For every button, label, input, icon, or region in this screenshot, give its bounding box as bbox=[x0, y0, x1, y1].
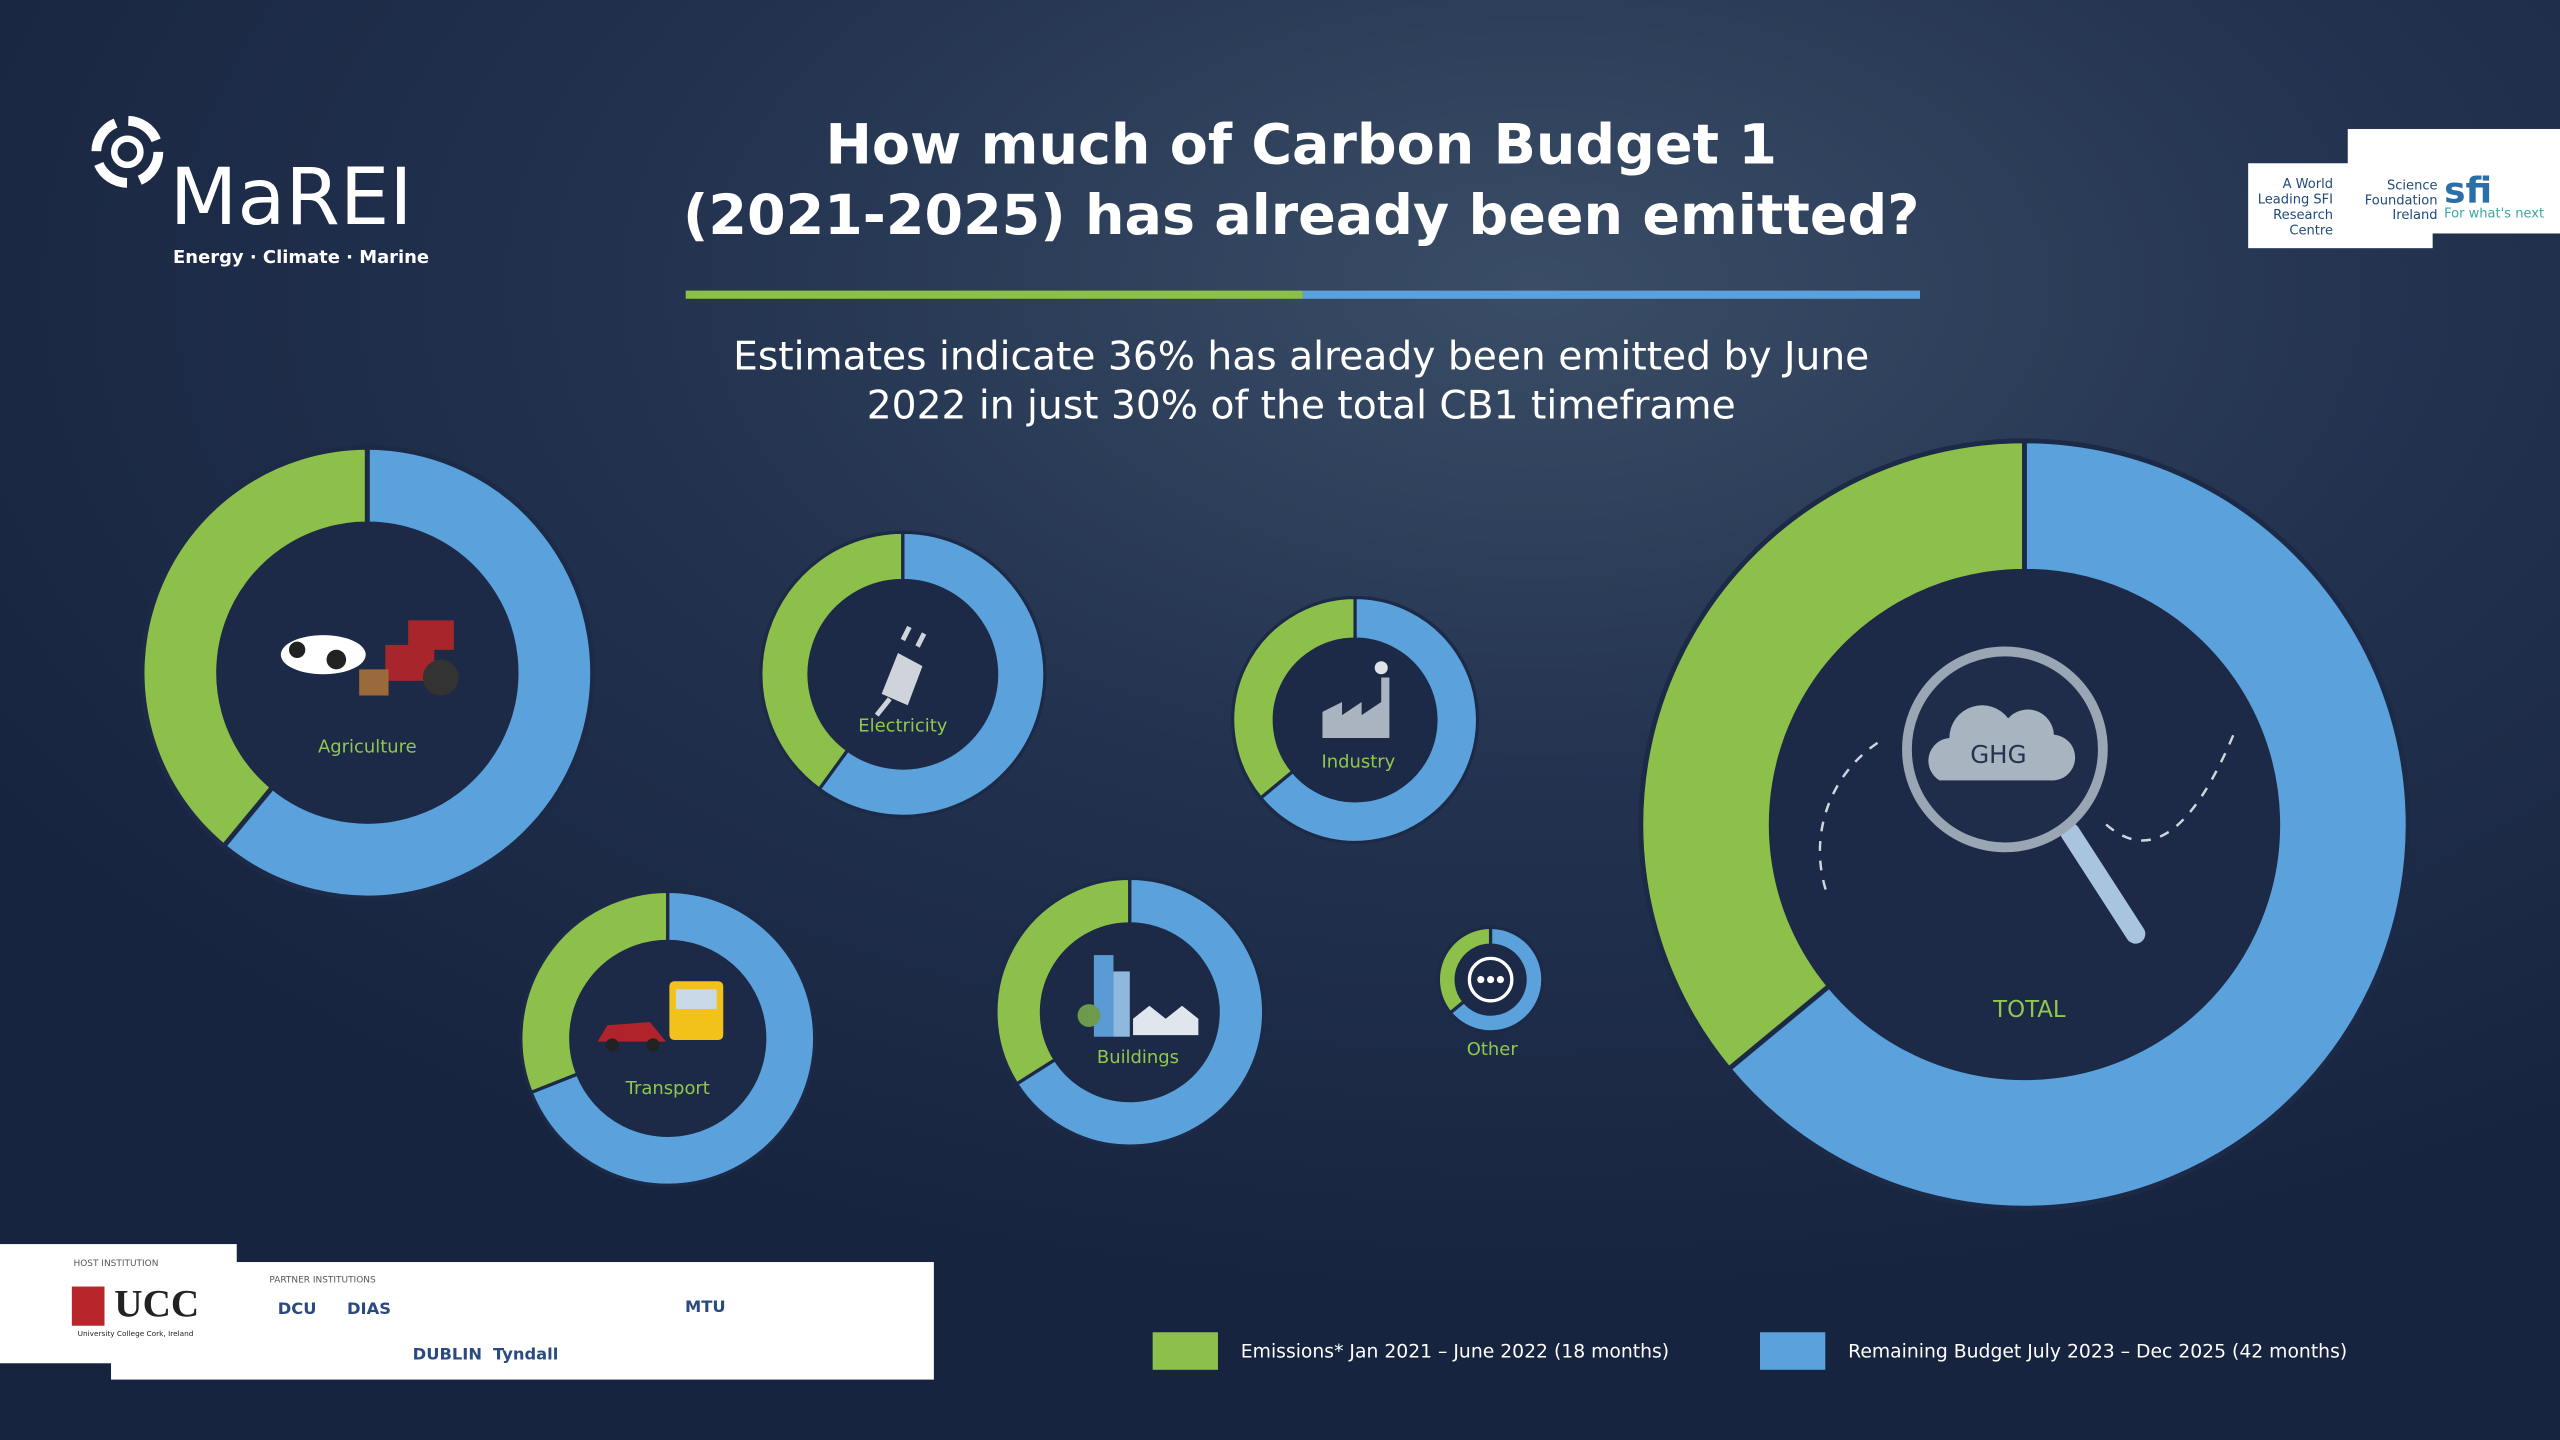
partner-name: Tyndall bbox=[493, 1345, 558, 1364]
sfi-mark: sfi bbox=[2444, 171, 2492, 212]
donut-segment bbox=[1725, 438, 2411, 1211]
partner-name: MTU bbox=[685, 1297, 726, 1316]
sfi-text: Science bbox=[2387, 179, 2438, 194]
donut-segment bbox=[529, 889, 817, 1187]
partner-name: DCU bbox=[278, 1299, 317, 1318]
marei-logo: MaREI Energy · Climate · Marine bbox=[91, 115, 429, 268]
donut-segment bbox=[519, 889, 670, 1095]
legend-label: Emissions* Jan 2021 – June 2022 (18 mont… bbox=[1241, 1341, 1669, 1362]
donut-segment bbox=[139, 444, 370, 850]
sfi-text: Centre bbox=[2289, 224, 2333, 239]
donut-segment bbox=[1638, 438, 2027, 1073]
donut-segment bbox=[220, 444, 596, 901]
buildings-icon bbox=[1077, 955, 1199, 1037]
donut-segment bbox=[817, 530, 1047, 818]
donut-segment bbox=[1014, 876, 1266, 1148]
donut-segment bbox=[1258, 595, 1480, 845]
other-icon bbox=[1467, 956, 1514, 1003]
sfi-text: Research bbox=[2273, 208, 2333, 223]
title-line: How much of Carbon Budget 1 bbox=[825, 113, 1776, 178]
subtitle-line: 2022 in just 30% of the total CB1 timefr… bbox=[867, 384, 1736, 429]
ucc-sub: University College Cork, Ireland bbox=[78, 1329, 194, 1338]
donut-segment bbox=[1448, 925, 1545, 1034]
donut-label: Industry bbox=[1321, 751, 1395, 772]
host-label: HOST INSTITUTION bbox=[73, 1259, 158, 1269]
sfi-tagline: For what's next bbox=[2444, 206, 2544, 221]
donut-segment bbox=[759, 530, 905, 792]
donut-label: Other bbox=[1467, 1039, 1519, 1060]
sfi-text: Foundation bbox=[2365, 193, 2438, 208]
ghg-label: GHG bbox=[1970, 740, 2026, 769]
ghg-icon: GHG bbox=[1818, 646, 2235, 944]
partners-label: PARTNER INSTITUTIONS bbox=[269, 1276, 376, 1286]
sfi-text: Leading SFI bbox=[2258, 192, 2333, 207]
donut-label: Electricity bbox=[858, 716, 947, 737]
donut-charts: Agriculture Electricity Industry Transport B… bbox=[139, 438, 2411, 1211]
donut-label: Buildings bbox=[1097, 1047, 1179, 1068]
subtitle-line: Estimates indicate 36% has already been … bbox=[733, 335, 1869, 380]
ucc-mark: UCC bbox=[114, 1283, 199, 1326]
legend-label: Remaining Budget July 2023 – Dec 2025 (4… bbox=[1848, 1341, 2347, 1362]
legend-swatch bbox=[1760, 1332, 1826, 1370]
partner-name: DUBLIN bbox=[413, 1345, 482, 1364]
legend-swatch bbox=[1152, 1332, 1218, 1370]
footer-logos: HOST INSTITUTION UCC University College … bbox=[0, 1244, 934, 1380]
sfi-text: Ireland bbox=[2392, 208, 2437, 223]
transport-icon bbox=[597, 981, 724, 1052]
rule-green bbox=[685, 290, 1303, 299]
donut-label: Agriculture bbox=[318, 737, 417, 758]
brand-name: MaREI bbox=[170, 152, 413, 243]
brand-tagline: Energy · Climate · Marine bbox=[173, 247, 429, 268]
rule-blue bbox=[1302, 290, 1920, 299]
donut-segment bbox=[1231, 595, 1357, 801]
electricity-icon bbox=[874, 625, 927, 717]
sfi-text: A World bbox=[2283, 177, 2333, 192]
industry-icon bbox=[1322, 661, 1390, 738]
donut-label: Transport bbox=[625, 1078, 710, 1099]
agriculture-icon bbox=[280, 620, 459, 696]
title-line: (2021-2025) has already been emitted? bbox=[683, 183, 1919, 248]
partner-name: DIAS bbox=[347, 1299, 391, 1318]
donut-segment bbox=[994, 876, 1132, 1087]
legend: Emissions* Jan 2021 – June 2022 (18 mont… bbox=[1152, 1332, 2347, 1370]
donut-label: TOTAL bbox=[1992, 997, 2066, 1023]
